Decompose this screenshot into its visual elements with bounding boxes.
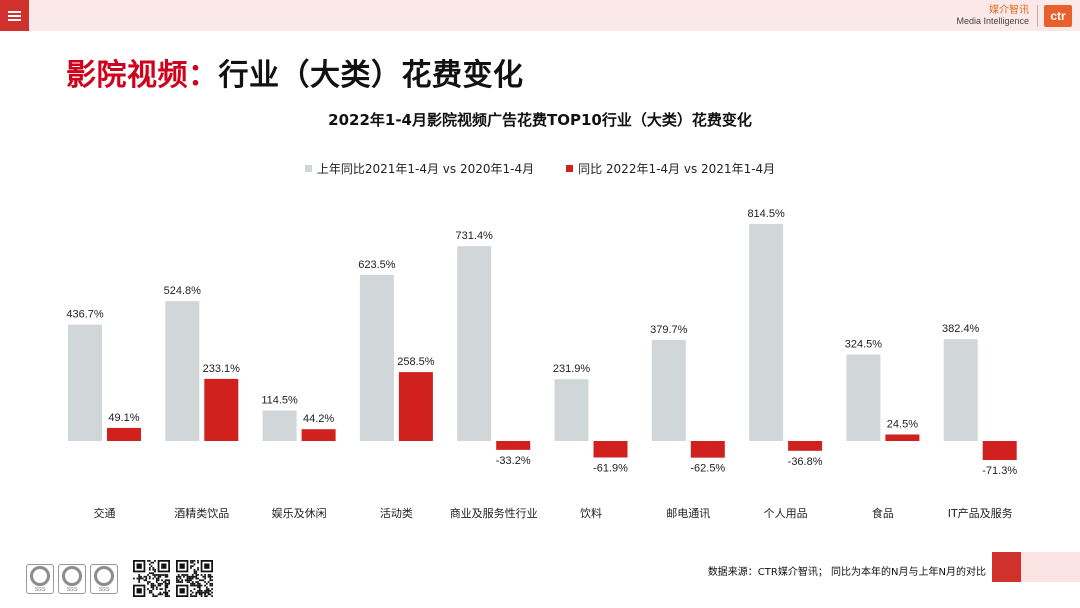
sgs-seal-3: SGS	[90, 564, 118, 594]
x-tick-label-3: 活动类	[380, 506, 413, 520]
bar-prior-year-6	[651, 339, 686, 441]
seal-label-2: SGS	[66, 586, 78, 593]
bar-current-year-3	[398, 372, 433, 441]
seal-label-1: SGS	[34, 586, 46, 593]
chart-legend: 上年同比2021年1-4月 vs 2020年1-4月 同比 2022年1-4月 …	[0, 160, 1080, 177]
menu-icon	[8, 10, 21, 21]
qr-code-1	[133, 560, 170, 597]
bar-prior-year-9	[943, 339, 978, 441]
brand-divider	[1037, 5, 1038, 27]
footer-accent-block	[992, 552, 1021, 582]
bar-current-year-0	[107, 427, 141, 441]
bar-prior-year-4	[457, 246, 492, 441]
data-label-prior-year-6: 379.7%	[650, 324, 688, 336]
menu-button[interactable]	[0, 0, 29, 31]
data-label-current-year-1: 233.1%	[203, 363, 241, 375]
data-label-current-year-4: -33.2%	[496, 455, 531, 467]
legend-item-current-year: 同比 2022年1-4月 vs 2021年1-4月	[566, 160, 775, 177]
top-bar: 媒介智讯 Media Intelligence ctr	[0, 0, 1080, 31]
bar-current-year-4	[496, 441, 531, 450]
bar-prior-year-2	[262, 410, 297, 441]
qr-codes	[133, 560, 213, 597]
seal-label-3: SGS	[98, 586, 110, 593]
data-label-prior-year-3: 623.5%	[358, 259, 396, 271]
bar-current-year-7	[788, 441, 823, 451]
x-tick-label-6: 邮电通讯	[666, 507, 710, 520]
page-title-prefix: 影院视频：	[66, 58, 219, 93]
brand-name-en: Media Intelligence	[956, 16, 1029, 26]
bar-prior-year-8	[846, 354, 881, 441]
sgs-seal-2: SGS	[58, 564, 86, 594]
legend-label-prior-year: 上年同比2021年1-4月 vs 2020年1-4月	[316, 162, 535, 176]
data-label-prior-year-5: 231.9%	[553, 363, 591, 375]
x-tick-label-7: 个人用品	[764, 507, 808, 520]
legend-swatch-prior-year	[304, 165, 312, 172]
legend-item-prior-year: 上年同比2021年1-4月 vs 2020年1-4月	[304, 160, 535, 177]
x-tick-label-5: 饮料	[580, 506, 602, 520]
data-label-current-year-8: 24.5%	[887, 418, 918, 430]
x-tick-label-2: 娱乐及休闲	[272, 506, 327, 520]
legend-label-current-year: 同比 2022年1-4月 vs 2021年1-4月	[578, 162, 776, 176]
data-label-prior-year-4: 731.4%	[456, 230, 494, 242]
data-label-current-year-2: 44.2%	[303, 413, 334, 425]
bar-prior-year-0	[68, 324, 102, 441]
data-label-current-year-5: -61.9%	[593, 462, 628, 474]
data-label-current-year-7: -36.8%	[788, 456, 823, 468]
data-label-current-year-9: -71.3%	[982, 465, 1017, 477]
data-label-current-year-0: 49.1%	[108, 412, 139, 424]
brand: 媒介智讯 Media Intelligence ctr	[956, 5, 1072, 27]
page-title-main: 行业（大类）花费变化	[218, 58, 524, 93]
bar-current-year-5	[593, 441, 628, 458]
chart-title: 2022年1-4月影院视频广告花费TOP10行业（大类）花费变化	[328, 111, 752, 129]
bar-current-year-8	[885, 434, 920, 441]
bar-current-year-1	[204, 378, 239, 441]
x-tick-label-1: 酒精类饮品	[174, 506, 229, 520]
page-title: 影院视频：行业（大类）花费变化	[66, 50, 524, 94]
x-tick-label-9: IT产品及服务	[948, 506, 1013, 520]
data-label-current-year-3: 258.5%	[397, 356, 435, 368]
data-label-prior-year-8: 324.5%	[845, 339, 883, 351]
x-tick-label-8: 食品	[872, 506, 894, 520]
bar-current-year-2	[301, 429, 336, 441]
bar-current-year-9	[982, 441, 1017, 460]
bar-prior-year-7	[749, 224, 784, 441]
footer-source-note: 数据来源：CTR媒介智讯； 同比为本年的N月与上年N月的对比	[707, 567, 986, 578]
x-tick-label-4: 商业及服务性行业	[450, 506, 538, 520]
brand-name-cn: 媒介智讯	[989, 5, 1029, 16]
x-tick-label-0: 交通	[94, 506, 116, 520]
bar-prior-year-3	[359, 274, 394, 441]
qr-code-2	[176, 560, 213, 597]
data-label-current-year-6: -62.5%	[690, 463, 725, 475]
data-label-prior-year-1: 524.8%	[164, 285, 202, 297]
data-label-prior-year-2: 114.5%	[261, 394, 298, 406]
bar-current-year-6	[690, 441, 725, 458]
data-label-prior-year-9: 382.4%	[942, 323, 980, 335]
brand-text: 媒介智讯 Media Intelligence	[956, 5, 1029, 27]
bar-prior-year-1	[165, 301, 200, 441]
brand-logo: ctr	[1044, 5, 1072, 27]
sgs-seal-1: SGS	[26, 564, 54, 594]
data-label-prior-year-7: 814.5%	[747, 208, 785, 220]
certification-seals: SGS SGS SGS	[26, 564, 118, 594]
bar-prior-year-5	[554, 379, 589, 441]
legend-swatch-current-year	[566, 165, 574, 172]
data-label-prior-year-0: 436.7%	[66, 309, 104, 321]
